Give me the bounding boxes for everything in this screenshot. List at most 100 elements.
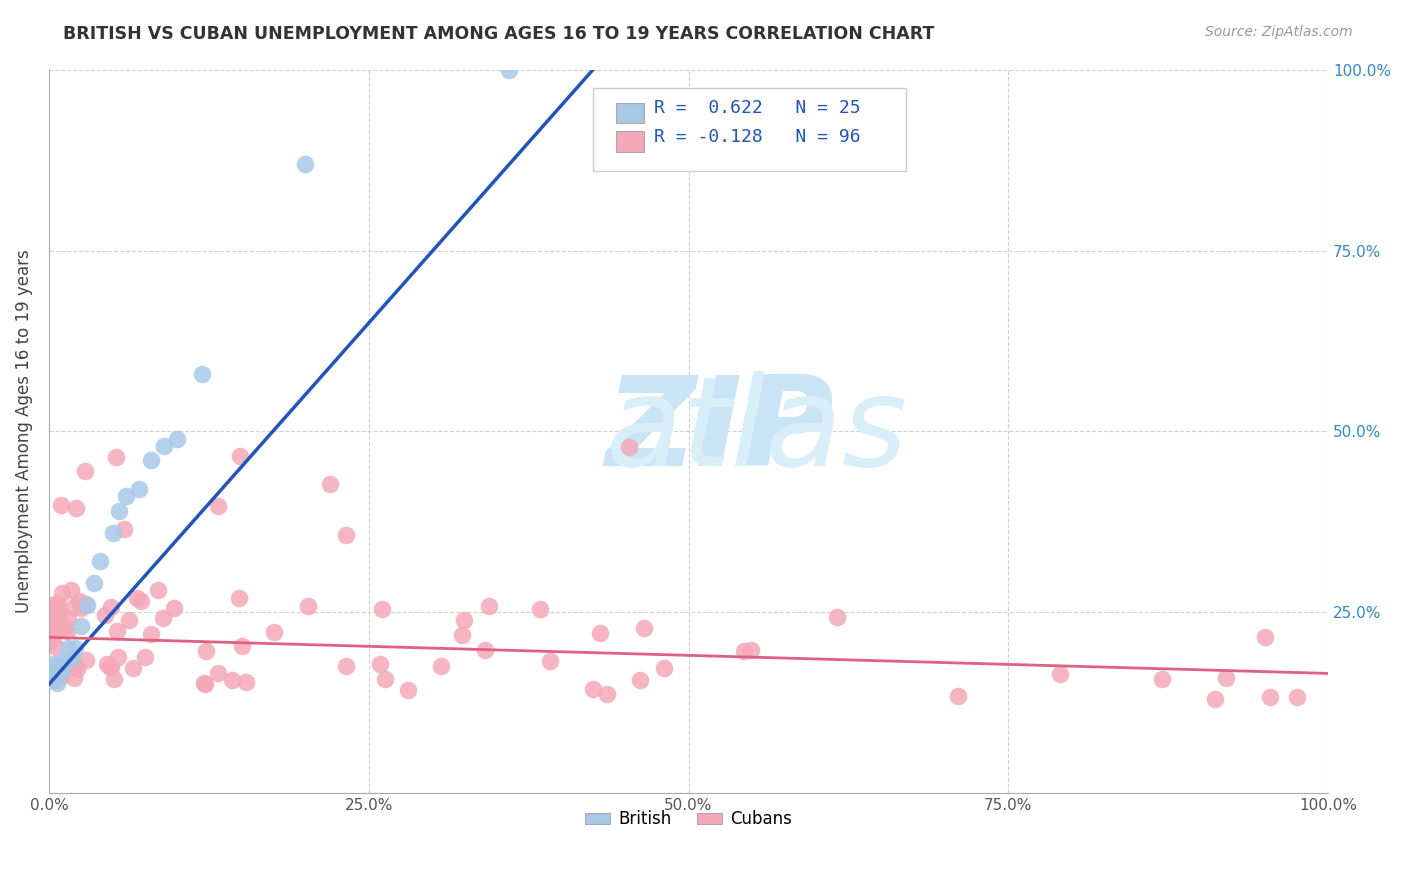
Point <box>44 616 66 631</box>
Point <box>451 628 474 642</box>
Point <box>221 673 243 687</box>
Point <box>335 528 357 542</box>
Point <box>141 453 163 467</box>
Point <box>128 482 150 496</box>
Point <box>66 662 89 676</box>
Point <box>105 624 128 638</box>
Point <box>129 594 152 608</box>
Point <box>652 661 675 675</box>
Point <box>101 525 124 540</box>
Point <box>70 619 93 633</box>
Point <box>105 450 128 465</box>
Point <box>191 367 214 381</box>
Point <box>319 476 342 491</box>
Point <box>49 669 72 683</box>
Point <box>453 613 475 627</box>
Point <box>235 675 257 690</box>
Text: ZIP: ZIP <box>606 371 834 491</box>
Point <box>335 659 357 673</box>
Point <box>46 667 69 681</box>
Point <box>51 663 73 677</box>
Point <box>100 659 122 673</box>
Point <box>152 611 174 625</box>
Point <box>96 657 118 671</box>
Point <box>42 673 65 687</box>
Point <box>297 599 319 613</box>
Point <box>73 464 96 478</box>
Point <box>1049 667 1071 681</box>
Point <box>294 157 316 171</box>
Text: BRITISH VS CUBAN UNEMPLOYMENT AMONG AGES 16 TO 19 YEARS CORRELATION CHART: BRITISH VS CUBAN UNEMPLOYMENT AMONG AGES… <box>63 25 935 43</box>
Point <box>45 640 67 655</box>
Point <box>41 617 63 632</box>
Point <box>827 609 849 624</box>
Point <box>46 612 69 626</box>
Point <box>42 673 65 687</box>
Point <box>153 439 176 453</box>
Point <box>38 633 60 648</box>
Legend: British, Cubans: British, Cubans <box>578 804 799 835</box>
Point <box>108 504 131 518</box>
Point <box>498 63 520 78</box>
Point <box>582 682 605 697</box>
Point <box>100 599 122 614</box>
Point <box>118 614 141 628</box>
Point <box>263 624 285 639</box>
Point <box>46 597 69 611</box>
Point <box>67 594 90 608</box>
Point <box>48 607 70 621</box>
FancyBboxPatch shape <box>616 131 644 152</box>
Point <box>44 663 66 677</box>
Point <box>1150 672 1173 686</box>
Point <box>374 672 396 686</box>
Point <box>529 602 551 616</box>
Point <box>163 601 186 615</box>
Point <box>56 641 79 656</box>
Point <box>628 673 651 688</box>
Point <box>368 657 391 672</box>
Point <box>51 498 73 512</box>
Point <box>89 554 111 568</box>
Point <box>94 607 117 622</box>
Point <box>595 687 617 701</box>
Point <box>63 599 86 614</box>
Point <box>48 658 70 673</box>
Point <box>134 649 156 664</box>
Point <box>44 606 66 620</box>
Point <box>207 499 229 513</box>
Point <box>146 583 169 598</box>
Point <box>193 676 215 690</box>
FancyBboxPatch shape <box>592 88 905 171</box>
Point <box>231 639 253 653</box>
Point <box>589 626 612 640</box>
Point <box>75 597 97 611</box>
Point <box>41 623 63 637</box>
Point <box>229 449 252 463</box>
Point <box>107 649 129 664</box>
Point <box>56 624 79 639</box>
Point <box>112 522 135 536</box>
Point <box>478 599 501 613</box>
Point <box>1204 691 1226 706</box>
Point <box>65 501 87 516</box>
Point <box>125 591 148 605</box>
Point <box>45 675 67 690</box>
Point <box>114 489 136 503</box>
Point <box>371 601 394 615</box>
Point <box>1285 690 1308 704</box>
Point <box>740 643 762 657</box>
Point <box>53 653 76 667</box>
Point <box>98 659 121 673</box>
Point <box>396 682 419 697</box>
Point <box>474 643 496 657</box>
Point <box>75 653 97 667</box>
Point <box>70 601 93 615</box>
Point <box>51 585 73 599</box>
Y-axis label: Unemployment Among Ages 16 to 19 years: Unemployment Among Ages 16 to 19 years <box>15 250 32 613</box>
FancyBboxPatch shape <box>616 103 644 123</box>
Point <box>538 654 561 668</box>
Point <box>194 644 217 658</box>
Point <box>62 671 84 685</box>
Text: R = -0.128   N = 96: R = -0.128 N = 96 <box>654 128 860 146</box>
Text: R =  0.622   N = 25: R = 0.622 N = 25 <box>654 99 860 118</box>
